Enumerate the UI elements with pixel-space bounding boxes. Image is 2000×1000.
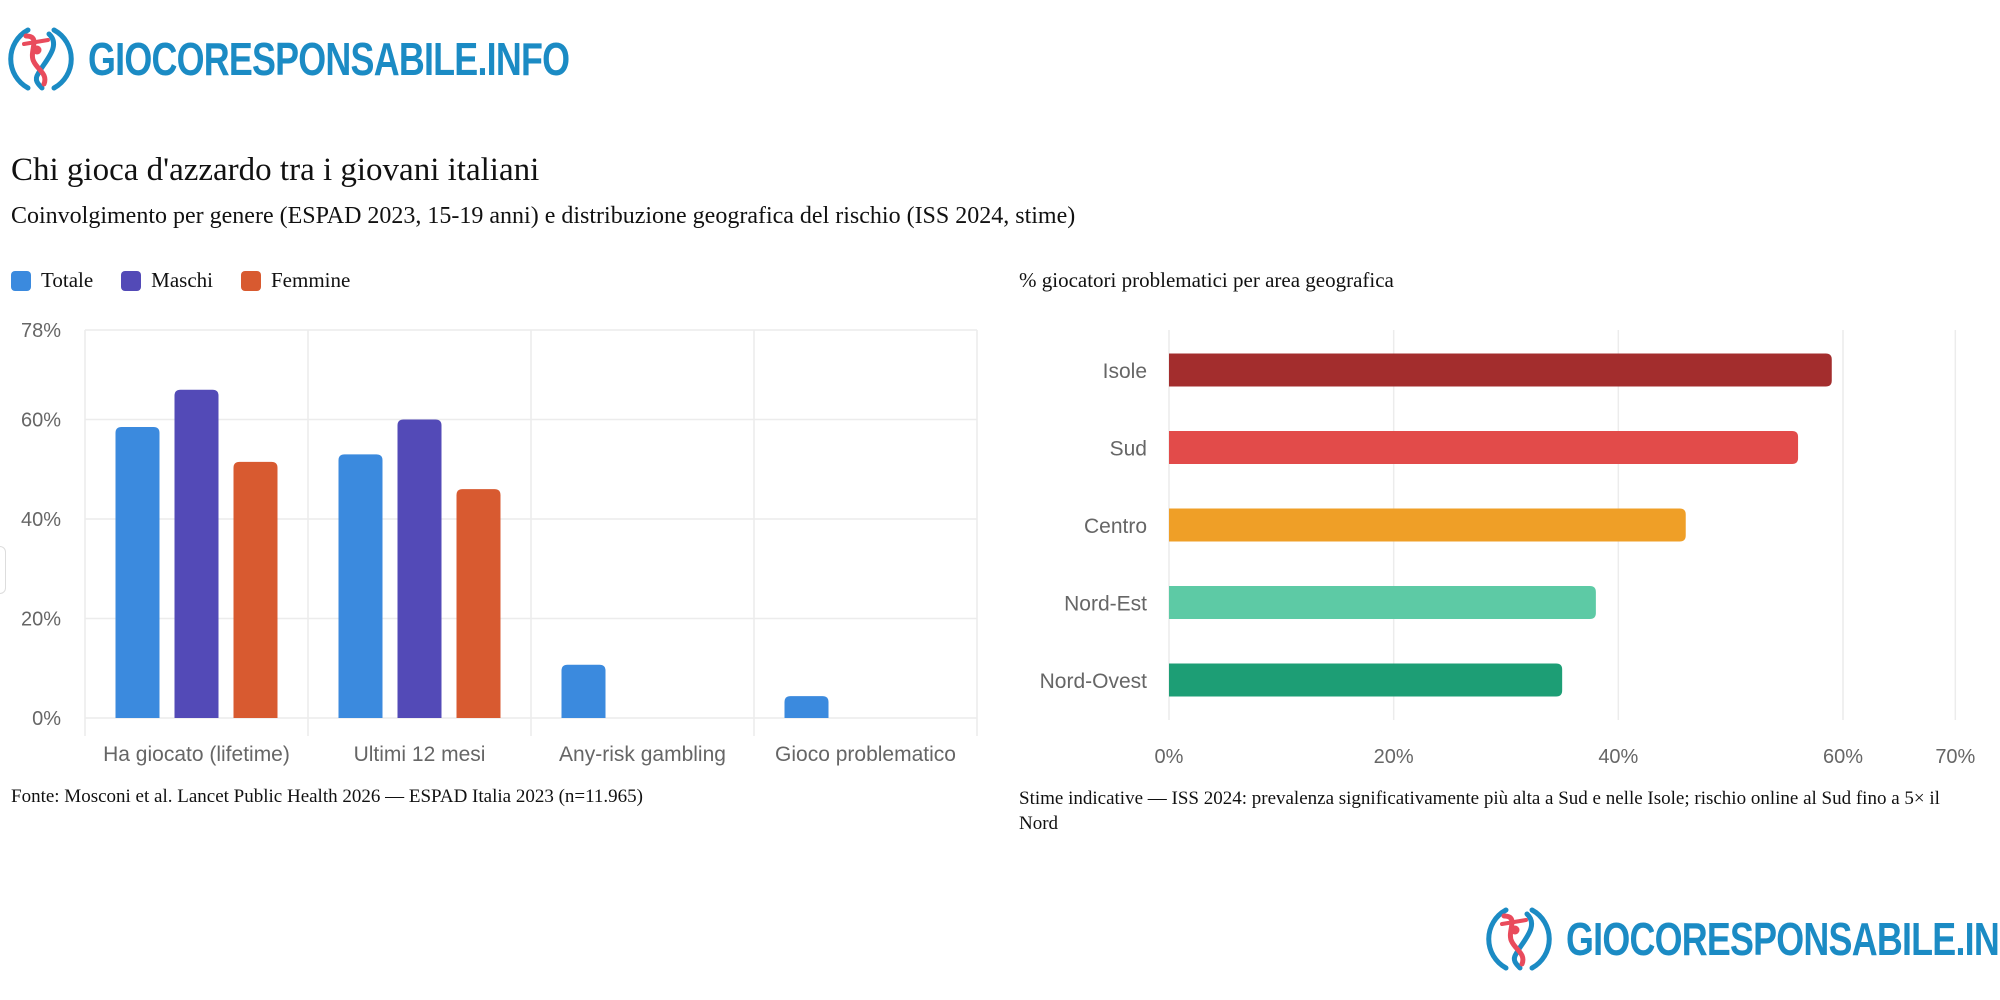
bar-centro — [1169, 508, 1686, 542]
legend-label: Totale — [41, 268, 94, 292]
x-tick-label: Gioco problematico — [775, 743, 956, 766]
legend-label: Maschi — [151, 268, 213, 292]
brand-logo-icon — [8, 27, 74, 91]
y-tick-label: 78% — [21, 320, 61, 342]
legend-label: Femmine — [271, 268, 351, 292]
x-tick-label: 20% — [1374, 746, 1414, 768]
x-tick-label: 40% — [1598, 746, 1638, 768]
x-tick-label: 0% — [1155, 746, 1184, 768]
brand-logo-bottom: GIOCORESPONSABILE.INFO — [1482, 902, 2000, 976]
y-tick-label: Nord-Ovest — [1040, 670, 1148, 693]
bar-nord-est — [1169, 586, 1596, 619]
bar-nord-ovest — [1169, 663, 1563, 697]
source-note-left: Fonte: Mosconi et al. Lancet Public Heal… — [11, 786, 644, 807]
y-tick-label: 0% — [32, 708, 61, 730]
bar-totale — [115, 427, 160, 718]
y-tick-label: Centro — [1084, 515, 1147, 538]
legend-swatch-totale — [11, 270, 31, 291]
bar-isole — [1169, 353, 1832, 387]
source-note-right: Stime indicative — ISS 2024: prevalenza … — [1019, 788, 1940, 834]
legend-item-maschi[interactable]: Maschi — [121, 268, 213, 293]
geo-bar-chart: 0% 20% 40% 60% 70% Isole Sud Centro Nord-Est Nord… — [1040, 330, 1976, 768]
x-tick-label: Any-risk gambling — [559, 743, 726, 766]
x-tick-label: Ha giocato (lifetime) — [103, 743, 290, 766]
page-subtitle: Coinvolgimento per genere (ESPAD 2023, 1… — [11, 203, 1076, 229]
legend-swatch-femmine — [241, 270, 261, 291]
bar-totale — [784, 696, 829, 718]
y-tick-label: Nord-Est — [1064, 593, 1147, 616]
bar-femmine — [233, 461, 278, 718]
legend-item-totale[interactable]: Totale — [11, 268, 93, 293]
bar-totale — [338, 454, 383, 718]
y-tick-label: Sud — [1110, 438, 1147, 461]
y-tick-label: Isole — [1103, 360, 1147, 383]
y-tick-label: 60% — [21, 410, 61, 432]
bar-maschi — [174, 389, 219, 718]
x-tick-label: Ultimi 12 mesi — [354, 743, 486, 766]
x-tick-label: 70% — [1935, 746, 1975, 768]
brand-name: GIOCORESPONSABILE.INFO — [88, 33, 570, 85]
brand-logo-top: GIOCORESPONSABILE.INFO — [4, 22, 705, 96]
brand-name: GIOCORESPONSABILE.INFO — [1566, 913, 2000, 965]
chart-legend: Totale Maschi Femmine — [11, 268, 378, 293]
brand-logo-icon — [1486, 907, 1552, 971]
bar-sud — [1169, 431, 1799, 464]
legend-swatch-maschi — [121, 270, 142, 291]
bar-maschi — [397, 419, 442, 718]
y-tick-label: 20% — [21, 609, 61, 631]
page-title: Chi gioca d'azzardo tra i giovani italia… — [11, 152, 540, 188]
y-tick-label: 40% — [21, 509, 61, 531]
legend-item-femmine[interactable]: Femmine — [241, 268, 350, 293]
gender-bar-chart: 0% 20% 40% 60% 78% Ha giocato (lifetime) Ultim… — [21, 320, 978, 766]
geo-chart-title: % giocatori problematici per area geogra… — [1019, 268, 1394, 292]
bar-totale — [561, 664, 606, 718]
x-tick-label: 60% — [1823, 746, 1863, 768]
bar-femmine — [456, 489, 501, 718]
